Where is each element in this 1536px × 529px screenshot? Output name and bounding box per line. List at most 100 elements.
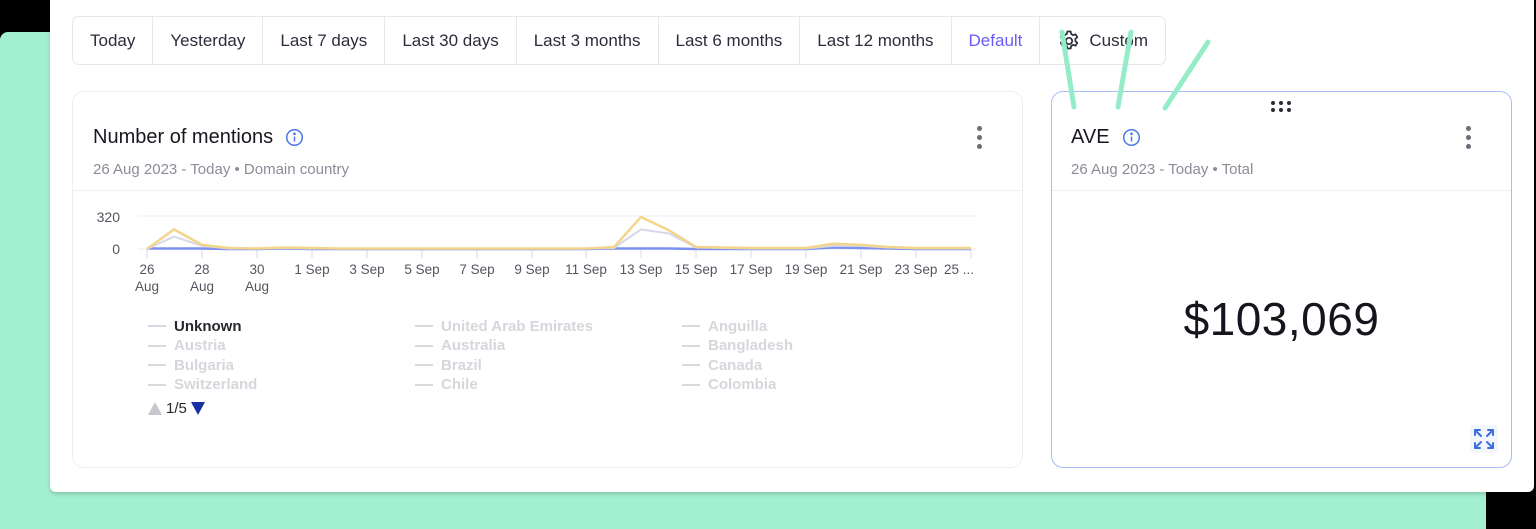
date-range-label: Last 3 months bbox=[533, 30, 641, 50]
legend-label: Colombia bbox=[708, 376, 777, 394]
svg-text:30: 30 bbox=[249, 262, 264, 277]
legend-swatch bbox=[415, 325, 433, 328]
legend-swatch bbox=[415, 344, 433, 347]
date-range-last-3-months[interactable]: Last 3 months bbox=[517, 17, 659, 64]
date-range-label: Last 7 days bbox=[280, 30, 368, 50]
date-range-label: Last 6 months bbox=[675, 30, 783, 50]
legend-label: Unknown bbox=[174, 317, 242, 335]
legend-item[interactable]: Austria bbox=[148, 337, 415, 356]
legend-prev-page-button[interactable] bbox=[148, 402, 162, 415]
drag-handle-icon[interactable] bbox=[1271, 101, 1293, 113]
mentions-line-chart: 320 0 26 Aug 28 Aug 30 Aug 1 Sep bbox=[97, 209, 977, 294]
date-range-default[interactable]: Default bbox=[952, 17, 1041, 64]
svg-text:Aug: Aug bbox=[190, 279, 214, 294]
legend-label: Canada bbox=[708, 356, 763, 374]
legend-label: Chile bbox=[441, 376, 478, 394]
svg-text:23 Sep: 23 Sep bbox=[895, 262, 938, 277]
date-range-label: Default bbox=[968, 30, 1023, 50]
expand-icon bbox=[1474, 429, 1494, 449]
ave-widget: AVE 26 Aug 2023 - Today • Total $103,069 bbox=[1051, 91, 1512, 468]
y-tick-0: 0 bbox=[112, 241, 120, 257]
mentions-widget: Number of mentions 26 Aug 2023 - Today •… bbox=[72, 91, 1023, 468]
legend-item[interactable]: Anguilla bbox=[682, 317, 949, 336]
date-range-custom[interactable]: Custom bbox=[1040, 17, 1165, 64]
legend-next-page-button[interactable] bbox=[190, 402, 205, 415]
date-range-label: Custom bbox=[1089, 30, 1148, 50]
legend-label: Australia bbox=[441, 337, 506, 355]
info-icon[interactable] bbox=[1122, 128, 1141, 147]
legend-item[interactable]: Australia bbox=[415, 337, 682, 356]
legend-item[interactable]: Unknown bbox=[148, 317, 415, 336]
legend-item[interactable]: Chile bbox=[415, 376, 682, 395]
gear-icon bbox=[1060, 30, 1079, 49]
svg-text:Aug: Aug bbox=[135, 279, 159, 294]
svg-text:28: 28 bbox=[194, 262, 209, 277]
svg-text:5 Sep: 5 Sep bbox=[404, 262, 439, 277]
x-tick-labels: 26 Aug 28 Aug 30 Aug 1 Sep 3 Sep 5 Sep 7 Se… bbox=[135, 262, 974, 294]
legend-swatch bbox=[682, 325, 700, 328]
legend-swatch bbox=[148, 364, 166, 367]
legend-item[interactable]: Switzerland bbox=[148, 376, 415, 395]
legend-label: Brazil bbox=[441, 356, 482, 374]
date-range-today[interactable]: Today bbox=[73, 17, 154, 64]
legend-label: Anguilla bbox=[708, 317, 768, 335]
svg-text:3 Sep: 3 Sep bbox=[349, 262, 384, 277]
date-range-label: Last 12 months bbox=[817, 30, 934, 50]
svg-text:19 Sep: 19 Sep bbox=[785, 262, 828, 277]
info-icon[interactable] bbox=[285, 128, 304, 147]
mentions-title-row: Number of mentions bbox=[93, 126, 304, 149]
dashboard-window: Today Yesterday Last 7 days Last 30 days… bbox=[50, 0, 1534, 492]
card-divider bbox=[73, 190, 1022, 191]
legend-swatch bbox=[682, 383, 700, 386]
chart-legend: Unknown United Arab Emirates Anguilla Au… bbox=[148, 317, 968, 394]
svg-text:17 Sep: 17 Sep bbox=[730, 262, 773, 277]
mentions-subtitle: 26 Aug 2023 - Today • Domain country bbox=[93, 161, 349, 178]
ave-title: AVE bbox=[1071, 126, 1110, 148]
legend-item[interactable]: Brazil bbox=[415, 356, 682, 375]
mentions-title: Number of mentions bbox=[93, 126, 274, 148]
svg-text:26: 26 bbox=[139, 262, 154, 277]
date-range-label: Today bbox=[90, 30, 136, 50]
svg-text:15 Sep: 15 Sep bbox=[675, 262, 718, 277]
svg-text:25 ...: 25 ... bbox=[944, 262, 974, 277]
y-tick-320: 320 bbox=[97, 209, 121, 225]
mentions-more-options-button[interactable] bbox=[969, 122, 989, 152]
legend-item[interactable]: Bangladesh bbox=[682, 337, 949, 356]
card-divider bbox=[1052, 190, 1511, 191]
svg-text:11 Sep: 11 Sep bbox=[565, 262, 607, 277]
ave-title-row: AVE bbox=[1071, 126, 1141, 149]
date-range-label: Yesterday bbox=[170, 30, 246, 50]
legend-label: United Arab Emirates bbox=[441, 317, 593, 335]
expand-button[interactable] bbox=[1470, 425, 1498, 453]
date-range-last-7-days[interactable]: Last 7 days bbox=[263, 17, 386, 64]
legend-item[interactable]: United Arab Emirates bbox=[415, 317, 682, 336]
legend-label: Bulgaria bbox=[174, 356, 235, 374]
legend-label: Bangladesh bbox=[708, 337, 794, 355]
svg-text:21 Sep: 21 Sep bbox=[840, 262, 883, 277]
ave-more-options-button[interactable] bbox=[1458, 122, 1478, 152]
date-range-last-30-days[interactable]: Last 30 days bbox=[385, 17, 517, 64]
legend-label: Switzerland bbox=[174, 376, 258, 394]
date-range-yesterday[interactable]: Yesterday bbox=[153, 17, 264, 64]
date-range-last-6-months[interactable]: Last 6 months bbox=[659, 17, 801, 64]
svg-text:7 Sep: 7 Sep bbox=[459, 262, 494, 277]
legend-page-indicator: 1/5 bbox=[166, 400, 187, 417]
ave-subtitle: 26 Aug 2023 - Today • Total bbox=[1071, 161, 1254, 178]
legend-swatch bbox=[682, 364, 700, 367]
legend-pager: 1/5 bbox=[148, 400, 205, 417]
legend-label: Austria bbox=[174, 337, 226, 355]
date-range-selector: Today Yesterday Last 7 days Last 30 days… bbox=[72, 16, 1166, 65]
ave-value: $103,069 bbox=[1183, 293, 1380, 345]
legend-swatch bbox=[682, 344, 700, 347]
legend-swatch bbox=[415, 383, 433, 386]
svg-text:9 Sep: 9 Sep bbox=[514, 262, 549, 277]
legend-item[interactable]: Canada bbox=[682, 356, 949, 375]
svg-text:Aug: Aug bbox=[245, 279, 269, 294]
legend-swatch bbox=[415, 364, 433, 367]
date-range-last-12-months[interactable]: Last 12 months bbox=[800, 17, 952, 64]
legend-item[interactable]: Bulgaria bbox=[148, 356, 415, 375]
legend-item[interactable]: Colombia bbox=[682, 376, 949, 395]
x-ticks bbox=[146, 249, 972, 258]
legend-swatch bbox=[148, 325, 166, 328]
